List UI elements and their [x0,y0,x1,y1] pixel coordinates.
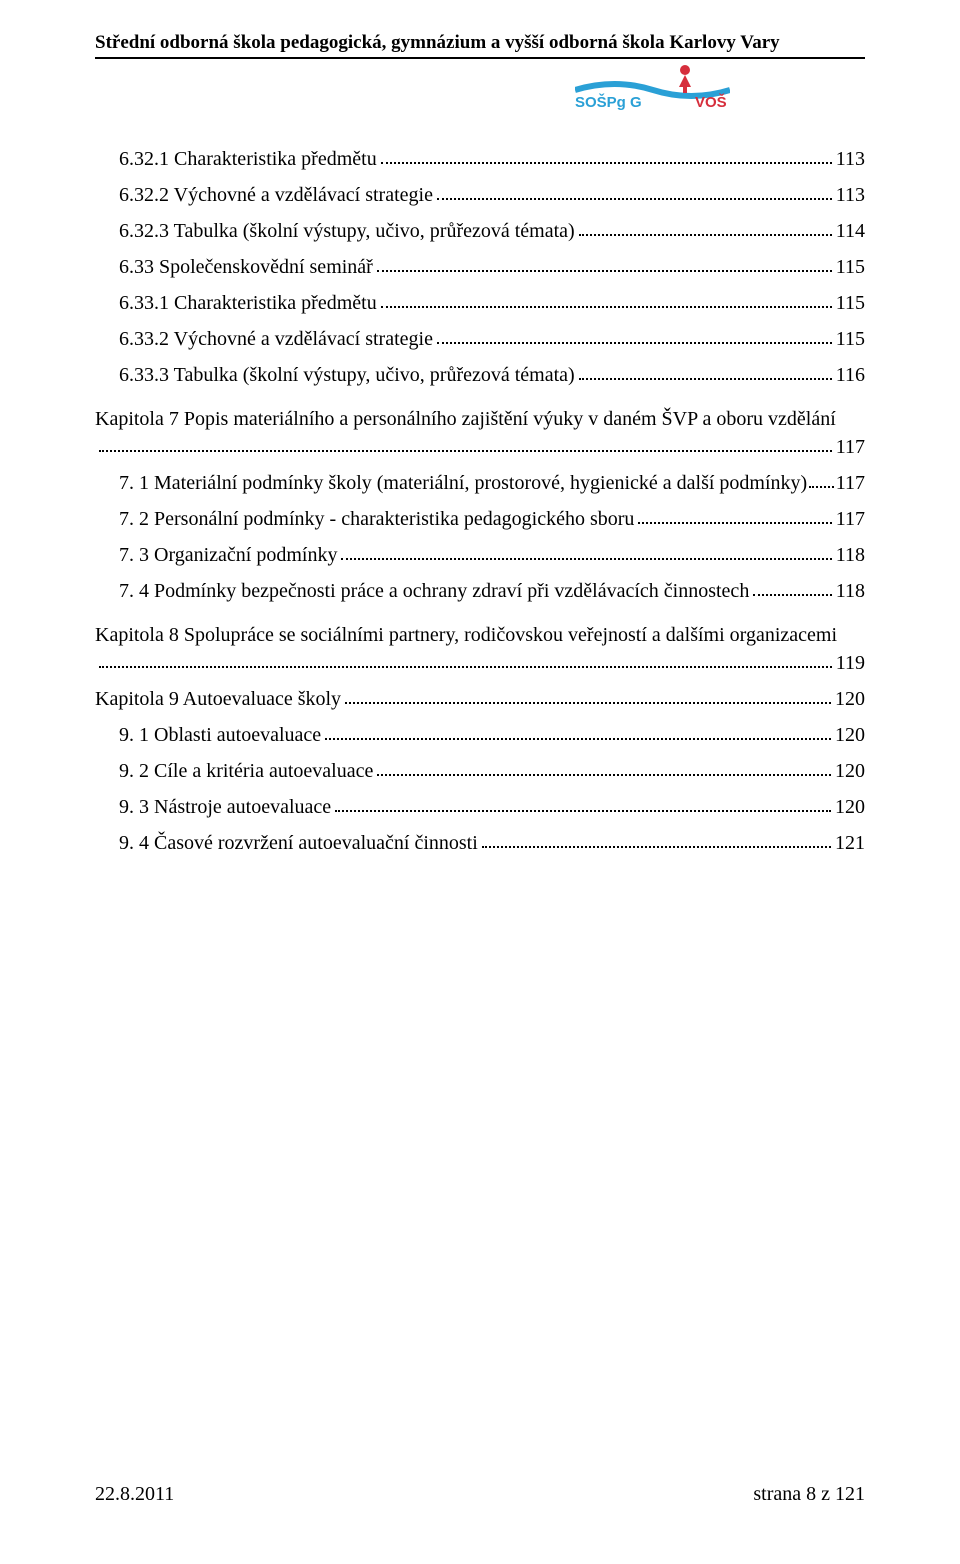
toc-entry-page: 115 [836,329,865,349]
toc-entry-label: 7. 3 Organizační podmínky [119,545,337,565]
toc-entry-page: 118 [836,581,865,601]
table-of-contents: 6.32.1 Charakteristika předmětu 1136.32.… [95,149,865,853]
toc-entry-page: 120 [835,761,865,781]
toc-entry: 7. 1 Materiální podmínky školy (materiál… [95,473,865,493]
toc-entry: 9. 2 Cíle a kritéria autoevaluace 120 [95,761,865,781]
toc-entry-page: 115 [836,293,865,313]
logo-text-right: VOŠ [695,93,727,111]
toc-entry-page: 115 [836,257,865,277]
toc-dot-leader [437,198,832,200]
footer-date: 22.8.2011 [95,1483,174,1506]
toc-entry: 9. 4 Časové rozvržení autoevaluační činn… [95,833,865,853]
toc-entry-page: 120 [835,797,865,817]
toc-entry: 6.32.3 Tabulka (školní výstupy, učivo, p… [95,221,865,241]
toc-entry-label: 9. 2 Cíle a kritéria autoevaluace [119,761,373,781]
toc-entry: 6.33.1 Charakteristika předmětu 115 [95,293,865,313]
toc-entry-page: 113 [836,149,865,169]
toc-dot-leader [325,738,831,740]
footer-page-number: strana 8 z 121 [753,1483,865,1506]
toc-entry: Kapitola 9 Autoevaluace školy 120 [95,689,865,709]
toc-entry-page: 120 [835,689,865,709]
toc-dot-leader [99,450,832,452]
toc-dot-leader [377,774,831,776]
toc-dot-leader [579,234,832,236]
toc-entry-page: 116 [836,365,865,385]
toc-dot-leader [809,486,834,488]
page: Střední odborná škola pedagogická, gymná… [0,0,960,1564]
school-logo: SOŠPg G VOŠ [575,63,730,111]
toc-entry: 6.33 Společenskovědní seminář 115 [95,257,865,277]
toc-dot-leader [482,846,831,848]
toc-entry-label: 6.32.3 Tabulka (školní výstupy, učivo, p… [119,221,575,241]
toc-entry-label: 9. 1 Oblasti autoevaluace [119,725,321,745]
toc-entry-page: 119 [836,653,865,673]
toc-entry: 6.33.2 Výchovné a vzdělávací strategie 1… [95,329,865,349]
toc-entry: 6.32.2 Výchovné a vzdělávací strategie 1… [95,185,865,205]
toc-dot-leader [99,666,832,668]
toc-entry: 7. 2 Personální podmínky - charakteristi… [95,509,865,529]
toc-dot-leader [437,342,832,344]
toc-entry-page: 113 [836,185,865,205]
toc-dot-leader [753,594,831,596]
toc-dot-leader [341,558,831,560]
toc-entry-label: Kapitola 8 Spolupráce se sociálními part… [95,617,865,653]
toc-entry-label: Kapitola 7 Popis materiálního a personál… [95,401,865,437]
toc-entry-label: 7. 2 Personální podmínky - charakteristi… [119,509,634,529]
page-footer: 22.8.2011 strana 8 z 121 [95,1483,865,1506]
toc-dot-leader [381,162,832,164]
toc-entry-page: 121 [835,833,865,853]
toc-entry: 9. 3 Nástroje autoevaluace 120 [95,797,865,817]
toc-dot-leader [345,702,831,704]
toc-entry-label: 7. 1 Materiální podmínky školy (materiál… [119,473,807,493]
toc-dot-leader [638,522,831,524]
toc-entry-page: 117 [836,509,865,529]
toc-entry: 7. 4 Podmínky bezpečnosti práce a ochran… [95,581,865,601]
toc-dot-leader [377,270,832,272]
toc-entry-label: 6.32.1 Charakteristika předmětu [119,149,377,169]
page-header-title: Střední odborná škola pedagogická, gymná… [95,32,865,59]
toc-entry-line: 117 [95,437,865,457]
toc-entry: Kapitola 8 Spolupráce se sociálními part… [95,617,865,673]
toc-entry-label: Kapitola 9 Autoevaluace školy [95,689,341,709]
toc-entry: Kapitola 7 Popis materiálního a personál… [95,401,865,457]
toc-dot-leader [335,810,831,812]
toc-entry: 6.33.3 Tabulka (školní výstupy, učivo, p… [95,365,865,385]
toc-entry-page: 114 [836,221,865,241]
toc-dot-leader [381,306,832,308]
toc-entry-page: 117 [836,437,865,457]
logo-person-body-icon [679,75,691,93]
toc-entry-label: 7. 4 Podmínky bezpečnosti práce a ochran… [119,581,749,601]
toc-entry-label: 6.33.3 Tabulka (školní výstupy, učivo, p… [119,365,575,385]
toc-entry-label: 6.33.2 Výchovné a vzdělávací strategie [119,329,433,349]
toc-entry-label: 6.33 Společenskovědní seminář [119,257,373,277]
toc-entry: 7. 3 Organizační podmínky 118 [95,545,865,565]
logo-text-left: SOŠPg G [575,93,642,111]
toc-entry-label: 6.32.2 Výchovné a vzdělávací strategie [119,185,433,205]
toc-entry-page: 118 [836,545,865,565]
toc-entry-label: 9. 3 Nástroje autoevaluace [119,797,331,817]
toc-dot-leader [579,378,832,380]
toc-entry: 9. 1 Oblasti autoevaluace 120 [95,725,865,745]
toc-entry-page: 120 [835,725,865,745]
toc-entry-label: 9. 4 Časové rozvržení autoevaluační činn… [119,833,478,853]
toc-entry-label: 6.33.1 Charakteristika předmětu [119,293,377,313]
toc-entry-line: 119 [95,653,865,673]
toc-entry-page: 117 [836,473,865,493]
logo-person-head-icon [680,65,690,75]
toc-entry: 6.32.1 Charakteristika předmětu 113 [95,149,865,169]
